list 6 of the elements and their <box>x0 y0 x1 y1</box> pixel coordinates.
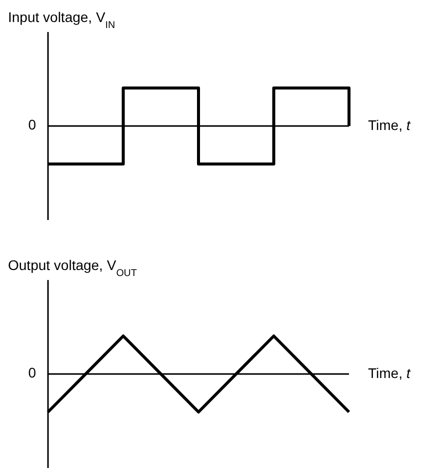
x-axis-title: Time, t <box>368 364 412 381</box>
x-axis-title: Time, t <box>368 116 412 133</box>
ref-line-label: 0 <box>28 116 36 133</box>
y-axis-title: Input voltage, V$_{IN}$ <box>8 9 116 30</box>
y-axis-title: Output voltage, V$_{OUT}$ <box>8 257 137 278</box>
ref-line-label: 0 <box>28 364 36 381</box>
